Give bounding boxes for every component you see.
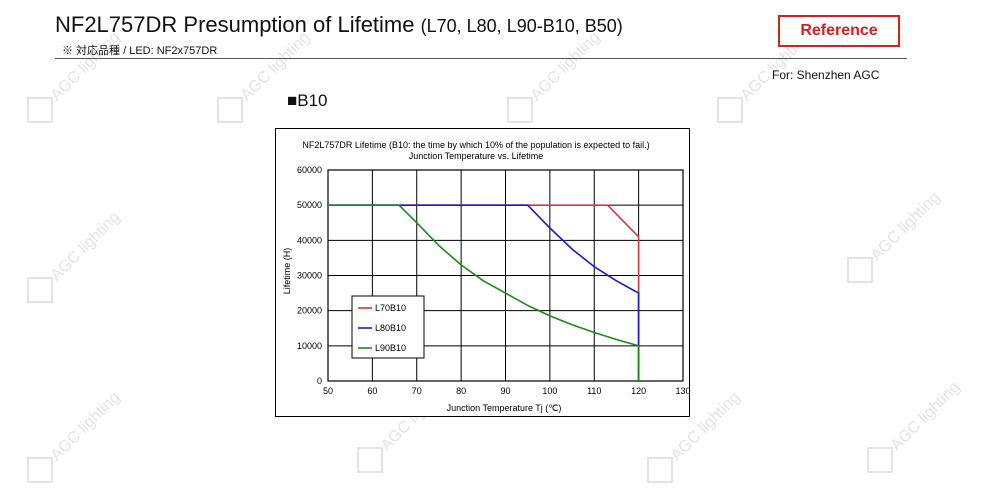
legend-label: L90B10	[375, 343, 406, 353]
x-tick-label: 110	[587, 386, 601, 396]
for-note: For: Shenzhen AGC	[772, 68, 880, 82]
chart-frame: NF2L757DR Lifetime (B10: the time by whi…	[275, 128, 691, 417]
x-tick-label: 80	[456, 386, 466, 396]
x-tick-label: 90	[500, 386, 510, 396]
svg-text:AGC lighting: AGC lighting	[48, 29, 124, 105]
section-label-b10: ■B10	[287, 91, 328, 110]
x-tick-label: 100	[542, 386, 557, 396]
chart-subtitle: Junction Temperature vs. Lifetime	[409, 151, 543, 161]
x-tick-label: 120	[631, 386, 646, 396]
x-tick-label: 130	[675, 386, 690, 396]
chart-title: NF2L757DR Lifetime (B10: the time by whi…	[302, 140, 649, 150]
watermark-logo: AGC lighting	[867, 379, 964, 473]
header-divider	[55, 58, 907, 59]
x-tick-label: 60	[367, 386, 377, 396]
svg-text:AGC lighting: AGC lighting	[48, 389, 124, 465]
svg-text:AGC lighting: AGC lighting	[868, 189, 944, 265]
y-tick-label: 40000	[297, 235, 322, 245]
y-tick-label: 60000	[297, 165, 322, 175]
watermark-logo: AGC lighting	[217, 29, 313, 123]
watermark-logo: AGC lighting	[507, 29, 604, 123]
x-tick-label: 50	[323, 386, 333, 396]
y-tick-label: 30000	[297, 271, 322, 281]
legend-label: L80B10	[375, 323, 406, 333]
watermark-logo: AGC lighting	[26, 389, 124, 483]
x-axis-label: Junction Temperature Tj (℃)	[447, 403, 562, 413]
watermark-logo: AGC lighting	[847, 189, 944, 283]
y-tick-label: 0	[317, 376, 322, 386]
y-axis-label: Lifetime (H)	[282, 248, 292, 295]
x-tick-label: 70	[412, 386, 422, 396]
watermark-logo: AGC lighting	[26, 209, 124, 303]
y-tick-label: 50000	[297, 200, 322, 210]
legend-label: L70B10	[375, 303, 406, 313]
y-tick-label: 10000	[297, 341, 322, 351]
svg-text:AGC lighting: AGC lighting	[48, 209, 124, 285]
lifetime-chart: NF2L757DR Lifetime (B10: the time by whi…	[282, 140, 691, 413]
led-subtitle: ※ 対応品種 / LED: NF2x757DR	[62, 45, 218, 57]
title-suffix: (L70, L80, L90-B10, B50)	[420, 16, 623, 36]
reference-badge: Reference	[778, 15, 900, 47]
title-main: NF2L757DR Presumption of Lifetime	[55, 12, 415, 37]
watermark-logo: AGC lighting	[26, 29, 124, 123]
svg-text:AGC lighting: AGC lighting	[888, 379, 964, 455]
svg-text:AGC lighting: AGC lighting	[528, 29, 604, 105]
y-tick-label: 20000	[297, 306, 322, 316]
series-line-l80b10	[328, 204, 640, 381]
plot-area	[327, 169, 684, 382]
page-title: NF2L757DR Presumption of Lifetime (L70, …	[55, 12, 623, 38]
series-line-l90b10	[328, 204, 640, 381]
